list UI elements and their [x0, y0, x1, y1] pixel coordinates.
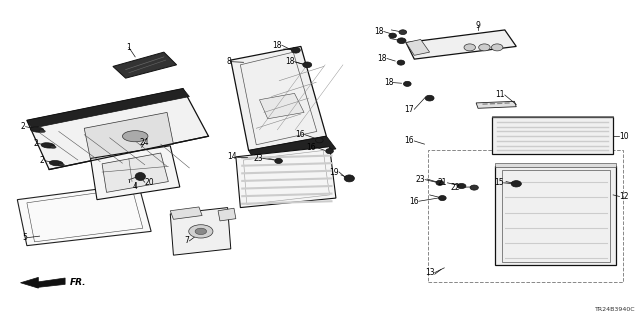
Polygon shape — [492, 116, 613, 117]
Ellipse shape — [399, 30, 406, 35]
Polygon shape — [113, 52, 177, 78]
Ellipse shape — [41, 143, 54, 148]
Text: 17: 17 — [404, 105, 414, 114]
Text: 13: 13 — [425, 268, 435, 277]
Ellipse shape — [303, 62, 312, 68]
Ellipse shape — [195, 228, 207, 235]
Ellipse shape — [189, 225, 213, 238]
Polygon shape — [27, 89, 189, 128]
Text: 14: 14 — [228, 152, 237, 161]
Text: 21: 21 — [438, 178, 447, 187]
Polygon shape — [170, 207, 202, 219]
Text: 7: 7 — [184, 236, 189, 245]
Text: TR24B3940C: TR24B3940C — [595, 307, 636, 312]
Ellipse shape — [425, 95, 434, 101]
Ellipse shape — [457, 183, 466, 188]
Ellipse shape — [492, 44, 503, 51]
Polygon shape — [17, 184, 151, 246]
Text: 5: 5 — [22, 233, 27, 242]
Ellipse shape — [58, 164, 65, 166]
Text: 18: 18 — [272, 41, 282, 50]
Ellipse shape — [326, 148, 333, 154]
Text: 23: 23 — [415, 175, 425, 184]
Text: 2: 2 — [40, 156, 45, 165]
Polygon shape — [36, 278, 65, 288]
Ellipse shape — [438, 196, 446, 201]
Text: 9: 9 — [476, 21, 481, 30]
Text: 16: 16 — [295, 130, 305, 139]
Ellipse shape — [30, 127, 44, 132]
Text: 12: 12 — [620, 192, 629, 201]
Ellipse shape — [479, 44, 490, 51]
Ellipse shape — [50, 146, 56, 148]
Ellipse shape — [397, 60, 404, 65]
Text: 2: 2 — [33, 139, 38, 148]
Polygon shape — [236, 147, 336, 208]
Text: 8: 8 — [226, 57, 231, 66]
Ellipse shape — [470, 185, 478, 190]
Text: 11: 11 — [495, 91, 505, 100]
Text: 16: 16 — [404, 136, 414, 146]
Text: 22: 22 — [451, 183, 460, 192]
Text: 19: 19 — [330, 168, 339, 177]
Polygon shape — [20, 277, 38, 288]
Ellipse shape — [389, 33, 396, 38]
Polygon shape — [84, 112, 173, 160]
Text: 4: 4 — [132, 182, 138, 191]
Polygon shape — [495, 166, 616, 265]
Ellipse shape — [291, 47, 300, 53]
Polygon shape — [27, 89, 209, 170]
Polygon shape — [406, 30, 516, 59]
Polygon shape — [231, 46, 326, 150]
Polygon shape — [406, 39, 429, 55]
Text: 15: 15 — [494, 178, 504, 187]
Text: 23: 23 — [253, 154, 262, 163]
Ellipse shape — [403, 81, 411, 86]
Ellipse shape — [344, 175, 355, 182]
Polygon shape — [248, 136, 336, 163]
Text: 2: 2 — [21, 122, 26, 131]
Text: 10: 10 — [620, 132, 629, 141]
Text: 18: 18 — [374, 27, 384, 36]
Ellipse shape — [316, 138, 323, 143]
Text: 16: 16 — [307, 143, 316, 152]
Text: 18: 18 — [378, 54, 387, 63]
Ellipse shape — [135, 172, 145, 180]
Polygon shape — [476, 101, 516, 108]
Polygon shape — [170, 208, 231, 255]
Ellipse shape — [511, 180, 522, 187]
Ellipse shape — [122, 131, 148, 142]
Text: 16: 16 — [409, 197, 419, 206]
Ellipse shape — [275, 158, 282, 164]
Polygon shape — [259, 93, 304, 119]
Bar — [428, 150, 623, 282]
Text: 18: 18 — [285, 57, 294, 66]
Text: FR.: FR. — [70, 278, 86, 287]
Polygon shape — [218, 208, 236, 221]
Ellipse shape — [39, 130, 45, 132]
Polygon shape — [102, 153, 168, 192]
Polygon shape — [91, 146, 180, 200]
Text: 1: 1 — [127, 43, 131, 52]
Ellipse shape — [397, 38, 406, 44]
Text: 18: 18 — [384, 78, 394, 87]
Polygon shape — [495, 163, 616, 167]
Text: 24: 24 — [140, 138, 150, 147]
Ellipse shape — [436, 180, 444, 185]
Ellipse shape — [49, 161, 63, 166]
Ellipse shape — [464, 44, 476, 51]
Text: 20: 20 — [145, 178, 154, 187]
Polygon shape — [492, 117, 613, 154]
